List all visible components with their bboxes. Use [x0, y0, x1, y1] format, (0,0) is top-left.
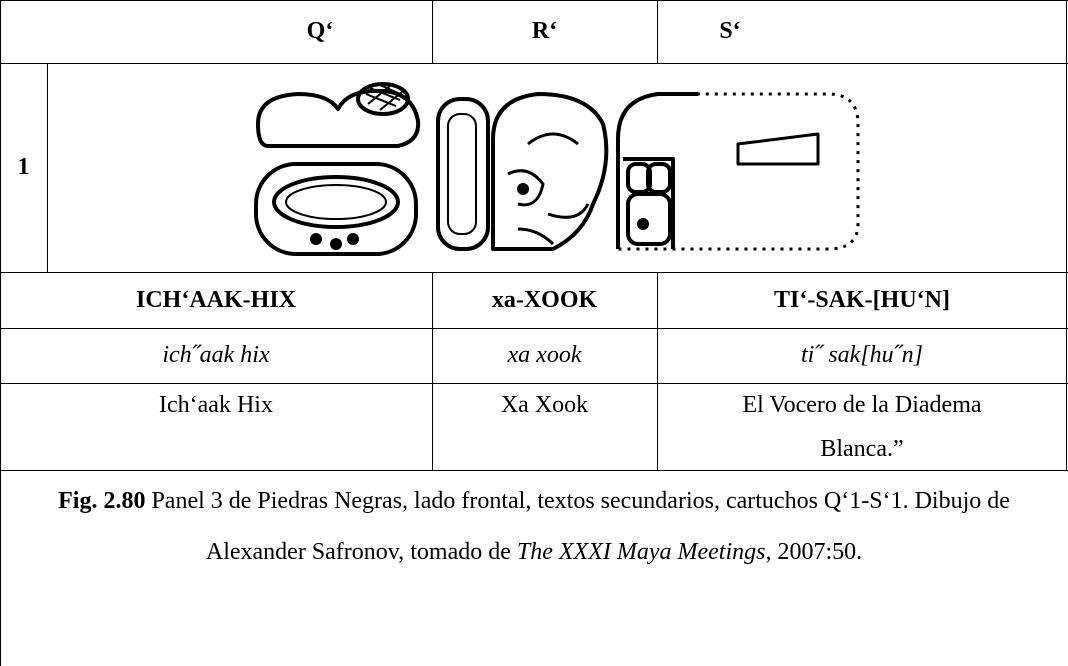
row-label: 1	[17, 154, 30, 180]
column-header: Q‘	[306, 18, 334, 44]
caption: Fig. 2.80 Panel 3 de Piedras Negras, lado…	[6, 476, 1062, 578]
transcription: xa xook	[507, 342, 582, 368]
caption-title: The XXXI Maya Meetings	[516, 539, 766, 565]
caption-end: , 2007:50.	[765, 539, 863, 565]
caption-label: Fig. 2.80	[58, 488, 146, 514]
caption-text: Panel 3 de Piedras Negras, lado frontal,…	[151, 488, 1010, 565]
transliteration: xa-XOOK	[491, 286, 598, 313]
translation: El Vocero de la Diadema Blanca.”	[742, 392, 982, 462]
translation: Xa Xook	[500, 391, 589, 418]
translation: Ich‘aak Hix	[159, 391, 273, 418]
column-header: S‘	[719, 18, 741, 44]
transliteration: TI‘-SAK-[HU‘N]	[774, 286, 950, 313]
column-header: R‘	[531, 18, 558, 44]
transcription: ti˝ sak[hu˝n]	[801, 342, 923, 368]
transliteration: ICH‘AAK-HIX	[136, 286, 296, 313]
transcription: ich˝aak hix	[162, 342, 270, 368]
glyph-drawing	[254, 82, 860, 256]
